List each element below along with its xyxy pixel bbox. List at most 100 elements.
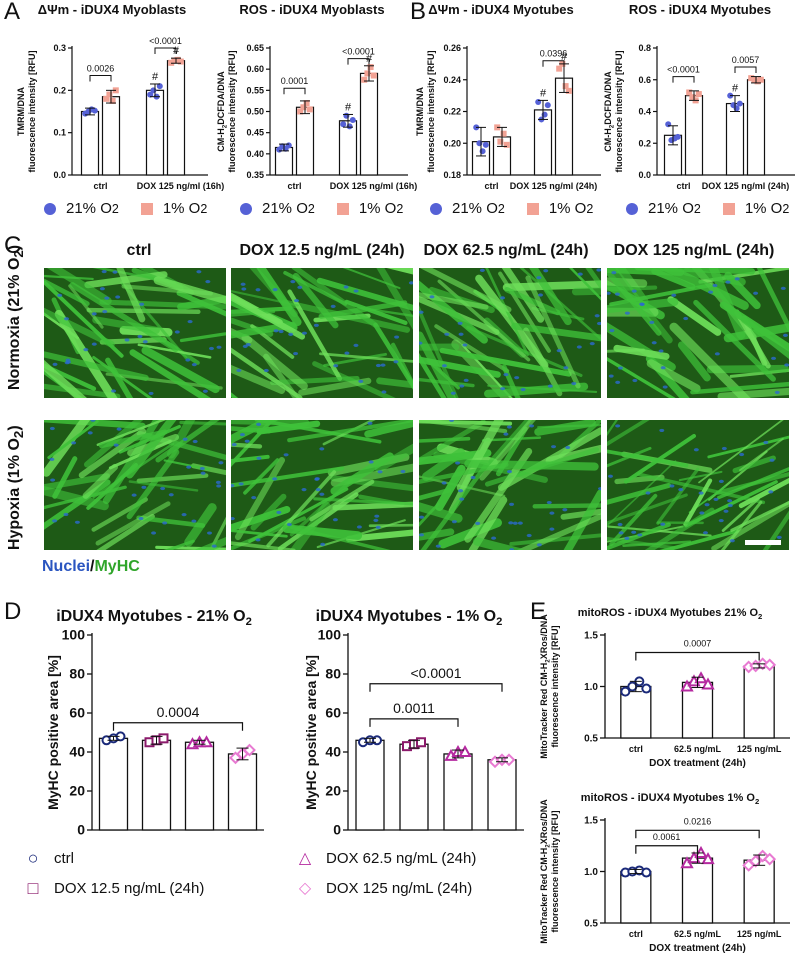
nucleus bbox=[419, 533, 424, 537]
nucleus bbox=[512, 521, 518, 525]
y-tick-label: 60 bbox=[325, 705, 341, 721]
nucleus bbox=[374, 514, 380, 518]
nucleus bbox=[774, 390, 780, 395]
comparison-bracket bbox=[734, 66, 757, 74]
row-head-hypoxia-suffix: ) bbox=[5, 425, 23, 431]
myotube-fiber bbox=[287, 420, 413, 443]
nucleus bbox=[286, 522, 292, 527]
data-point bbox=[736, 100, 743, 107]
p-value-label: 0.0026 bbox=[87, 64, 115, 74]
myotube-fiber bbox=[419, 352, 447, 398]
nucleus bbox=[419, 515, 425, 519]
dlegend-dox62-label: DOX 62.5 ng/mL (24h) bbox=[326, 849, 477, 867]
dlegend-dox125-label: DOX 125 ng/mL (24h) bbox=[326, 879, 473, 897]
col-head-dox12: DOX 12.5 ng/mL (24h) bbox=[239, 242, 405, 259]
myotube-fiber bbox=[241, 333, 308, 390]
legend-label-1: 1% O bbox=[744, 200, 783, 217]
nucleus bbox=[393, 360, 399, 364]
nucleus bbox=[74, 520, 80, 524]
myotube-fiber bbox=[231, 392, 239, 398]
nucleus bbox=[577, 272, 583, 276]
legend-sub-21: 2 bbox=[111, 201, 119, 216]
data-point bbox=[147, 91, 154, 98]
legend-label-1: 1% O bbox=[162, 200, 201, 217]
p-value-label: <0.0001 bbox=[149, 36, 182, 46]
data-point bbox=[174, 56, 181, 63]
myotube-fiber bbox=[419, 502, 440, 527]
data-point bbox=[482, 141, 489, 148]
myotube-fiber bbox=[289, 501, 331, 550]
y-axis-label: MyHC positive area [%] bbox=[45, 655, 61, 810]
nucleus bbox=[508, 521, 514, 525]
myotube-fiber bbox=[118, 424, 181, 454]
nucleus bbox=[451, 520, 457, 524]
bar bbox=[620, 870, 652, 924]
comparison-bracket bbox=[635, 845, 699, 854]
nucleus bbox=[333, 364, 339, 368]
legend-square-1 bbox=[336, 202, 349, 215]
y-tick-label: 0.5 bbox=[584, 733, 598, 744]
comparison-bracket bbox=[369, 683, 503, 692]
y-tick-label: 0.20 bbox=[443, 138, 461, 148]
data-point bbox=[156, 83, 163, 90]
nucleus bbox=[208, 346, 214, 351]
chart-title: ΔΨm - iDUX4 Myotubes bbox=[428, 2, 574, 17]
x-tick-label: DOX 125 ng/ml (16h) bbox=[330, 181, 418, 191]
nucleus bbox=[520, 387, 526, 392]
y-tick-label: 0.1 bbox=[53, 128, 66, 138]
myotube-fiber bbox=[319, 352, 413, 363]
nucleus bbox=[113, 443, 119, 447]
x-axis-label: DOX treatment (24h) bbox=[649, 943, 746, 954]
y-tick-label: 0.2 bbox=[638, 138, 651, 148]
myotube-fiber bbox=[419, 292, 489, 310]
myotube-fiber bbox=[607, 420, 650, 447]
x-tick-label: DOX 125 ng/ml (24h) bbox=[510, 181, 598, 191]
nucleus bbox=[723, 509, 729, 513]
nucleus bbox=[769, 458, 775, 462]
myotube-fiber bbox=[243, 458, 280, 495]
nucleus bbox=[543, 269, 549, 273]
myotube-fiber bbox=[86, 307, 201, 315]
myotube-fiber bbox=[724, 271, 761, 310]
data-point bbox=[91, 107, 98, 114]
data-point bbox=[340, 121, 347, 128]
myotube-fiber bbox=[720, 500, 763, 550]
nucleus bbox=[375, 363, 381, 368]
nucleus bbox=[216, 484, 222, 488]
data-point bbox=[106, 91, 113, 98]
nucleus bbox=[211, 544, 217, 548]
nucleus bbox=[713, 497, 719, 502]
myotube-fiber bbox=[47, 420, 99, 460]
dlegend-diamond-icon: ◇ bbox=[298, 880, 312, 897]
y-tick-label: 0.55 bbox=[246, 85, 264, 95]
nucleus bbox=[556, 348, 562, 353]
nucleus bbox=[174, 330, 180, 334]
nucleus bbox=[714, 352, 720, 356]
nucleus bbox=[704, 503, 710, 507]
y-tick-label: 0.18 bbox=[443, 170, 461, 180]
nucleus bbox=[702, 531, 708, 535]
nucleus bbox=[549, 527, 555, 531]
nucleus bbox=[671, 293, 677, 297]
nucleus bbox=[631, 289, 637, 293]
legend-label-21: 21% O bbox=[648, 200, 694, 217]
data-point bbox=[364, 70, 371, 77]
nucleus bbox=[216, 345, 222, 349]
nucleus bbox=[283, 453, 289, 457]
nucleus bbox=[71, 441, 77, 445]
myotube-fiber bbox=[609, 493, 658, 547]
myotube-fiber bbox=[613, 344, 670, 360]
nucleus bbox=[162, 521, 168, 525]
y-axis-label: fluorescence intensity [RFU] bbox=[426, 50, 436, 172]
row-head-hypoxia-sub: 2 bbox=[11, 430, 27, 439]
myotube-fiber bbox=[419, 436, 471, 443]
nucleus bbox=[576, 345, 582, 349]
micrograph-hypoxia-0 bbox=[44, 420, 226, 550]
nucleus bbox=[517, 521, 523, 525]
y-tick-label: 80 bbox=[325, 666, 341, 682]
myotube-fiber bbox=[498, 271, 551, 353]
p-value-label: <0.0001 bbox=[411, 665, 462, 681]
y-axis-label: CM-H2​DCFDA/DNA bbox=[603, 71, 615, 152]
